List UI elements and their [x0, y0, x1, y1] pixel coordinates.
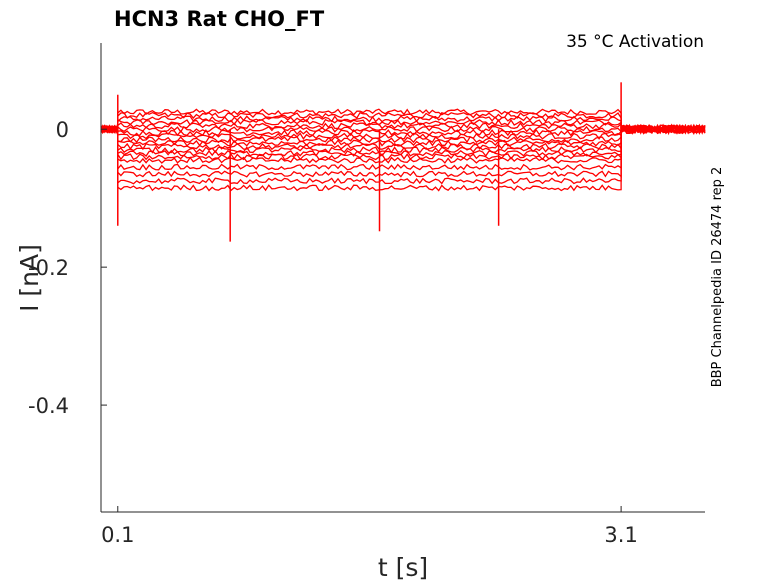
y-tick-label: -0.2 — [28, 256, 69, 280]
x-axis-label: t [s] — [378, 553, 428, 582]
current-trace — [100, 123, 706, 164]
current-trace — [100, 123, 706, 161]
temperature-annotation: 35 °C Activation — [566, 32, 704, 52]
chart-title: HCN3 Rat CHO_FT — [114, 7, 325, 31]
spikes — [117, 82, 622, 242]
y-tick-label: 0 — [56, 118, 69, 142]
current-trace — [100, 123, 706, 178]
channelpedia-id-label: BBP Channelpedia ID 26474 rep 2 — [710, 167, 725, 388]
current-trace — [100, 124, 706, 171]
current-trace — [100, 115, 706, 136]
x-tick-label: 3.1 — [604, 523, 637, 547]
current-trace — [100, 124, 706, 144]
current-trace — [100, 123, 706, 192]
current-trace — [100, 123, 706, 137]
current-trace — [100, 118, 706, 134]
y-ticks: 0 -0.2 -0.4 — [28, 118, 107, 418]
y-tick-label: -0.4 — [28, 394, 69, 418]
current-trace — [100, 123, 706, 185]
y-axis-label: I [nA] — [15, 244, 44, 312]
plot-area: 0.1 3.1 0 -0.2 -0.4 — [28, 43, 706, 547]
current-trace — [100, 123, 706, 151]
current-trace — [100, 108, 706, 134]
x-ticks: 0.1 3.1 — [101, 506, 638, 547]
current-trace — [100, 122, 706, 134]
x-tick-label: 0.1 — [101, 523, 134, 547]
traces — [100, 108, 706, 192]
current-trace — [100, 123, 706, 154]
current-trace — [100, 124, 706, 135]
